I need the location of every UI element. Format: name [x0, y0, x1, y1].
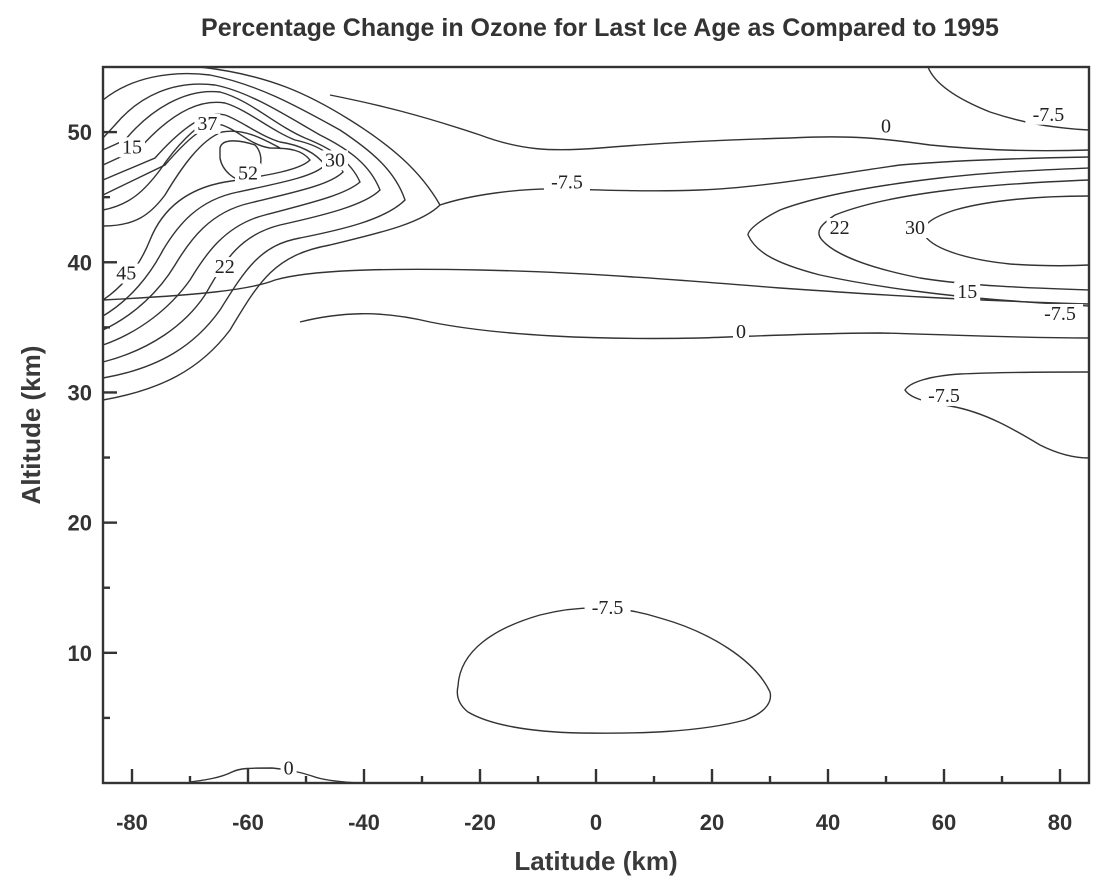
contour-label: 37: [197, 113, 217, 135]
contour-label: -7.5: [1033, 104, 1065, 126]
contour-line: [102, 268, 1090, 305]
contour-line: [299, 313, 1090, 340]
contour-label: 0: [881, 115, 891, 137]
contour-line: [102, 130, 281, 227]
y-tick-label: 20: [68, 511, 92, 536]
contour-label-bg: [902, 218, 928, 239]
contour-label-bg: [1025, 104, 1072, 125]
x-tick-label: 0: [590, 810, 602, 835]
contour-line: [439, 156, 1090, 206]
contour-label: -7.5: [1044, 303, 1076, 325]
contour-label-bg: [113, 263, 140, 284]
x-tick-label: 60: [932, 810, 956, 835]
contour-label: 30: [325, 149, 345, 171]
x-tick-label: 20: [700, 810, 724, 835]
contour-label: -7.5: [928, 385, 960, 407]
contour-label-bg: [826, 218, 853, 239]
y-tick-label: 50: [68, 120, 92, 145]
contour-line: [102, 124, 311, 301]
contour-label-bg: [954, 281, 981, 302]
contour-line: [329, 94, 1090, 152]
contour-line: [102, 101, 344, 331]
contour-label-bg: [194, 113, 221, 134]
contour-label-bg: [322, 150, 348, 171]
contour-label: 45: [116, 263, 136, 285]
contour-label-bg: [280, 758, 297, 779]
x-tick-label: -40: [348, 810, 380, 835]
x-tick-label: -20: [464, 810, 496, 835]
contour-label-bg: [878, 116, 894, 137]
contour-line: [904, 371, 1090, 459]
contour-line: [102, 90, 361, 346]
contour-label: 15: [957, 281, 977, 303]
x-tick-label: 80: [1048, 810, 1072, 835]
contour-label-bg: [584, 598, 631, 619]
y-tick-label: 40: [68, 250, 92, 275]
contour-label: 22: [830, 217, 850, 239]
y-axis: 10 20 30 40 50: [68, 120, 117, 720]
contour-label-bg: [1037, 303, 1083, 324]
contour-label: 15: [122, 136, 142, 158]
y-tick-label: 10: [68, 641, 92, 666]
contour-line: [189, 767, 361, 784]
contour-label-bg: [733, 322, 749, 343]
contour-label-bg: [211, 257, 238, 278]
contour-line: [747, 167, 1090, 307]
x-axis-title: Latitude (km): [514, 846, 677, 876]
contour-label-bg: [921, 385, 967, 406]
contour-label: 30: [905, 217, 925, 239]
contour-line: [923, 195, 1090, 267]
contour-line: [102, 113, 326, 317]
x-tick-label: -80: [116, 810, 148, 835]
contour-line: [102, 83, 381, 363]
contour-label: 0: [284, 757, 294, 779]
contour-line: [102, 66, 441, 401]
contour-label: 0: [736, 321, 746, 343]
y-axis-title: Altitude (km): [16, 346, 46, 505]
contour-lines: [102, 66, 1090, 784]
contour-labels: 15 37 52 30 45 22 -7.5 0 -7.5 22 30 15 -7.5 0 -7.5 -7.5…: [113, 104, 1083, 779]
contour-label: 22: [215, 256, 235, 278]
contour-line: [456, 607, 772, 734]
y-tick-label: 30: [68, 380, 92, 405]
contour-label: -7.5: [592, 597, 624, 619]
x-tick-label: 40: [816, 810, 840, 835]
chart-title: Percentage Change in Ozone for Last Ice …: [201, 14, 999, 42]
x-axis: -80 -60 -40 -20 0 20 40 60 80: [116, 769, 1072, 835]
x-tick-label: -60: [232, 810, 264, 835]
contour-label-bg: [544, 172, 590, 193]
contour-line: [102, 72, 406, 379]
contour-label: -7.5: [551, 171, 583, 193]
contour-line: [927, 66, 1090, 131]
contour-label: 52: [238, 162, 258, 184]
contour-label-bg: [235, 163, 261, 184]
contour-label-bg: [119, 137, 145, 158]
